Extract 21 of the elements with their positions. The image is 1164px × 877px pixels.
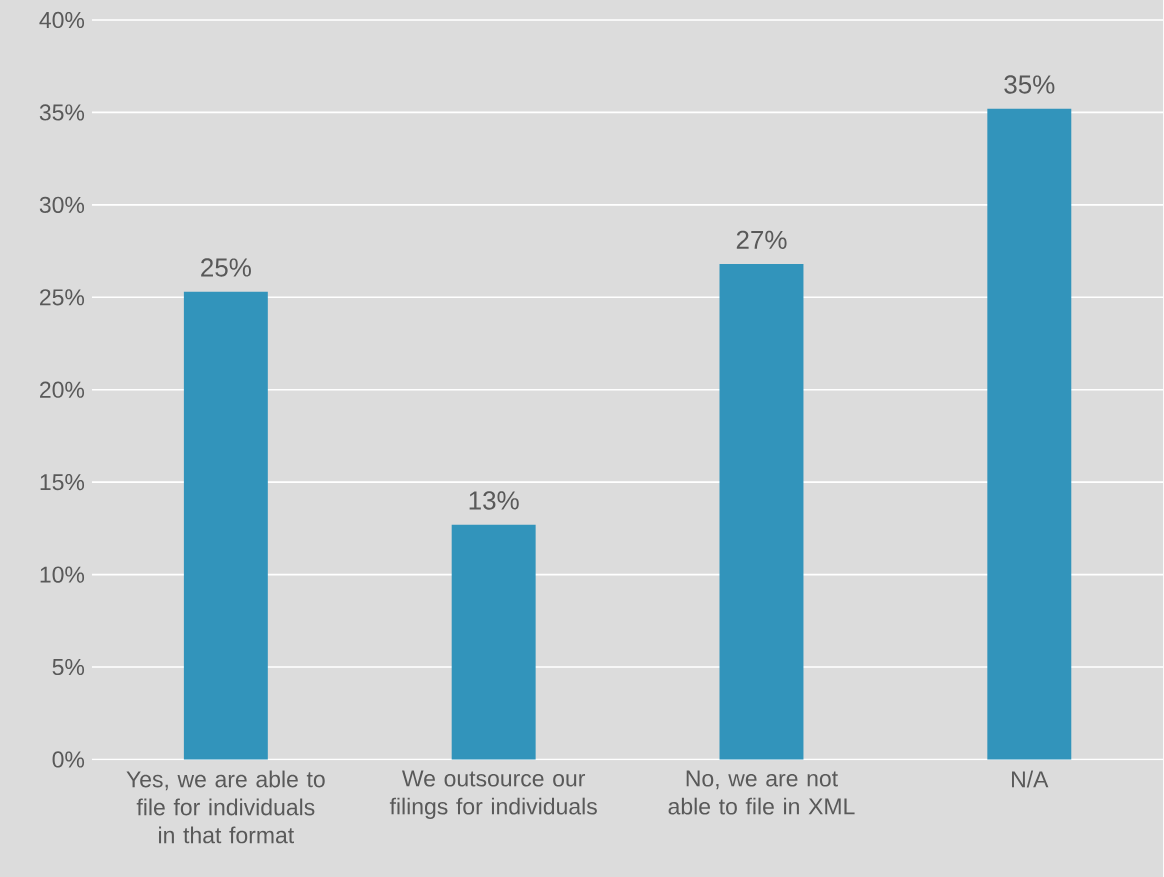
data-label: 13% [469, 491, 519, 510]
y-tick-label: 40% [39, 11, 85, 28]
y-tick-label: 25% [40, 288, 85, 306]
y-tick-label: 10% [40, 566, 85, 583]
x-tick-label: We outsource our filings for individuals [389, 770, 597, 819]
x-tick-label: Yes, we are able to file for individuals in that format [126, 770, 325, 844]
data-label: 35% [1004, 75, 1055, 94]
y-tick-label: 0% [52, 751, 85, 768]
x-tick-label: No, we are not able to file in XML [668, 770, 855, 815]
bar [183, 291, 268, 760]
data-label: 25% [201, 258, 251, 277]
y-tick-label: 30% [39, 196, 85, 213]
data-label: 27% [736, 230, 787, 249]
bar [987, 108, 1072, 760]
y-tick-label: 15% [40, 473, 85, 491]
y-tick-label: 5% [52, 658, 85, 675]
bar [451, 524, 536, 760]
x-tick-label: N/A [1012, 770, 1049, 788]
bar [719, 263, 804, 760]
y-tick-label: 35% [39, 104, 85, 121]
y-tick-label: 20% [40, 381, 85, 398]
